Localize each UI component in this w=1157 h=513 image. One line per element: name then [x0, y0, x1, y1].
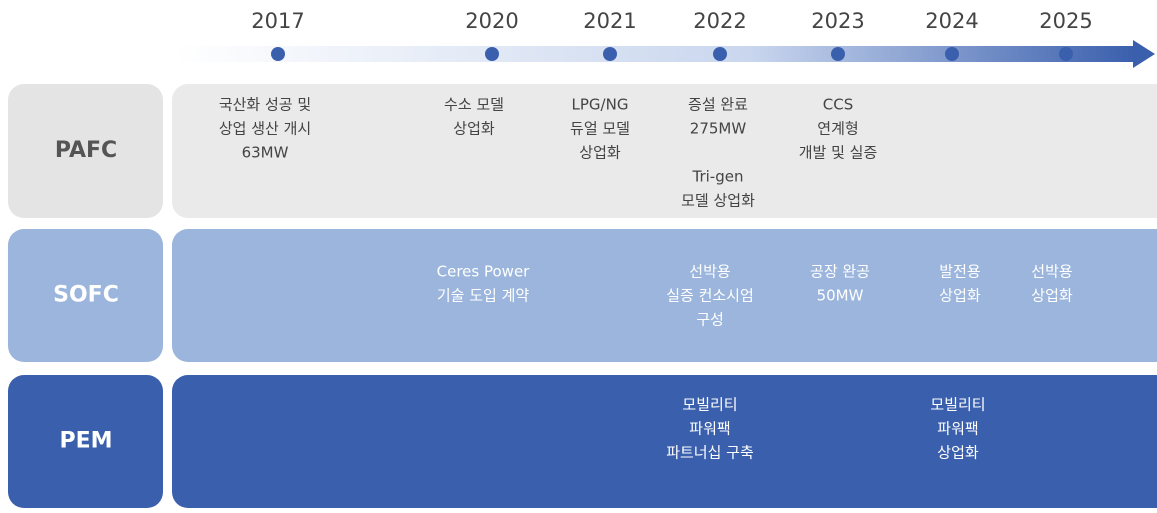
- row-label-box: [8, 229, 163, 362]
- year-label: 2022: [693, 9, 746, 33]
- milestone-text: CCS: [823, 96, 853, 114]
- row-label: SOFC: [53, 283, 119, 308]
- year-dot: [831, 47, 845, 61]
- milestone-text: 듀얼 모델: [570, 120, 630, 138]
- year-dot: [271, 47, 285, 61]
- year-dot: [1059, 47, 1073, 61]
- year-label: 2021: [583, 9, 636, 33]
- year-label: 2025: [1039, 9, 1092, 33]
- row-label: PAFC: [55, 138, 117, 163]
- milestone-text: Tri-gen: [692, 168, 744, 186]
- year-label: 2017: [251, 9, 304, 33]
- milestone-text: 증설 완료: [688, 96, 748, 114]
- milestone-text: 상업화: [939, 287, 981, 305]
- row-label: PEM: [59, 429, 112, 454]
- row-content-box: [172, 84, 1157, 218]
- timeline-bar: [175, 46, 1135, 62]
- year-dot: [945, 47, 959, 61]
- milestone-text: 파워팩: [689, 420, 730, 438]
- milestone-text: 상업화: [937, 444, 979, 462]
- milestone-text: 개발 및 실증: [799, 144, 878, 162]
- milestone-text: 파트너십 구축: [666, 444, 754, 462]
- milestone-text: 275MW: [690, 120, 747, 138]
- milestone-text: 상업화: [579, 144, 621, 162]
- milestone-text: 실증 컨소시엄: [666, 287, 754, 305]
- milestone-text: LPG/NG: [572, 96, 629, 114]
- milestone-text: 공장 완공: [810, 263, 870, 281]
- milestone-text: 파워팩: [937, 420, 978, 438]
- milestone-text: 상업화: [1031, 287, 1073, 305]
- row-label-box: [8, 375, 163, 508]
- year-dot: [485, 47, 499, 61]
- milestone-text: 국산화 성공 및: [219, 96, 311, 114]
- milestone-text: 50MW: [817, 287, 864, 305]
- milestone-text: 발전용: [939, 263, 980, 281]
- milestone-text: 상업 생산 개시: [219, 120, 311, 138]
- milestone-text: 구성: [696, 311, 724, 329]
- year-label: 2023: [811, 9, 864, 33]
- milestone-text: 63MW: [242, 144, 289, 162]
- milestone-text: Ceres Power: [437, 263, 531, 281]
- year-dot: [713, 47, 727, 61]
- milestone-text: 선박용: [689, 263, 730, 281]
- year-label: 2020: [465, 9, 518, 33]
- arrow-head: [1133, 40, 1155, 68]
- milestone-text: 모빌리티: [930, 396, 985, 414]
- row-content-box: [172, 229, 1157, 362]
- milestone-text: 모델 상업화: [681, 192, 755, 210]
- milestone-text: 모빌리티: [682, 396, 737, 414]
- milestone-text: 선박용: [1031, 263, 1072, 281]
- year-dot: [603, 47, 617, 61]
- row-label-box: [8, 84, 163, 218]
- row-content-box: [172, 375, 1157, 508]
- year-label: 2024: [925, 9, 978, 33]
- milestone-text: 연계형: [817, 120, 858, 138]
- milestone-text: 기술 도입 계약: [437, 287, 530, 305]
- milestone-text: 상업화: [453, 120, 495, 138]
- milestone-text: 수소 모델: [444, 96, 504, 114]
